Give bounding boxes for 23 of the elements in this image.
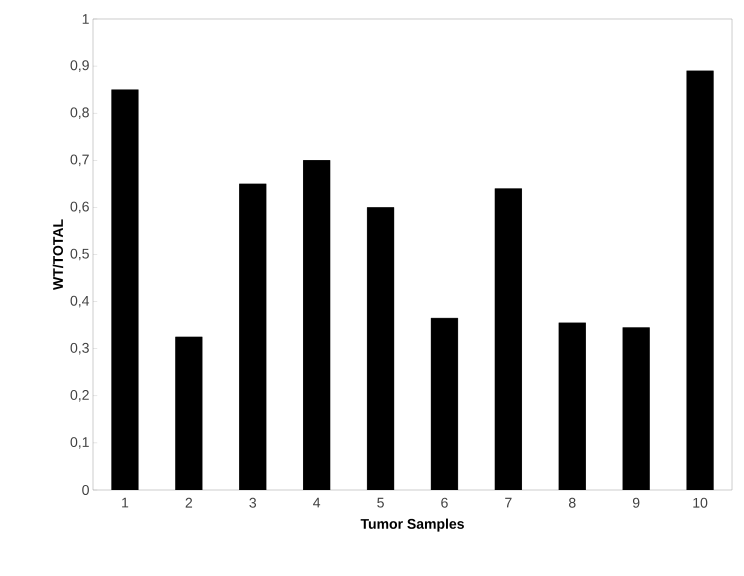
y-axis-title: WT/TOTAL xyxy=(52,219,64,290)
y-tick-label: 0,5 xyxy=(70,248,89,260)
x-tick-label: 3 xyxy=(249,498,256,508)
x-tick-label: 6 xyxy=(441,498,448,508)
x-tick-label: 5 xyxy=(377,498,384,508)
x-tick-label: 10 xyxy=(693,498,708,508)
y-tick-label: 0 xyxy=(82,485,89,495)
y-tick-label: 0,1 xyxy=(70,437,89,449)
x-axis-title: Tumor Samples xyxy=(360,518,464,532)
x-tick-label: 1 xyxy=(122,498,128,508)
x-tick-label: 2 xyxy=(186,498,192,508)
y-tick-label: 0,8 xyxy=(70,107,89,119)
y-tick-label: 1 xyxy=(82,14,89,24)
x-tick-label: 4 xyxy=(313,498,320,508)
x-tick-label: 7 xyxy=(505,498,512,508)
y-tick-label: 0,9 xyxy=(70,60,89,72)
x-tick-label: 8 xyxy=(568,498,576,508)
y-tick-label: 0,4 xyxy=(70,296,90,308)
y-tick-label: 0,6 xyxy=(70,202,89,214)
x-tick-label: 9 xyxy=(632,498,640,508)
y-tick-label: 0,2 xyxy=(70,390,89,402)
y-tick-label: 0,3 xyxy=(70,342,89,354)
y-tick-label: 0,7 xyxy=(70,154,89,166)
